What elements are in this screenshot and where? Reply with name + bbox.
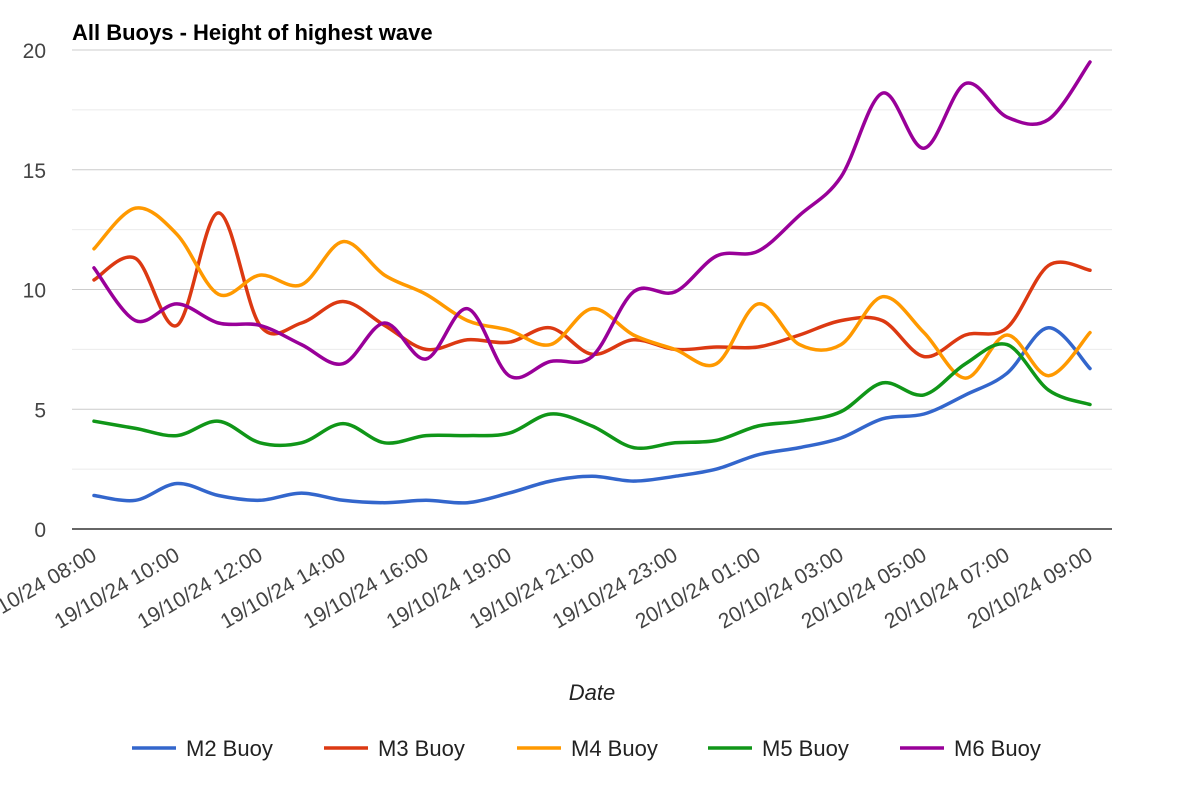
legend-label: M6 Buoy <box>954 736 1041 761</box>
x-axis-title: Date <box>569 680 615 705</box>
series-line-m2-buoy <box>92 326 1092 505</box>
series-line-m3-buoy <box>92 211 1092 359</box>
series-lines <box>92 60 1092 505</box>
y-tick-label: 15 <box>23 160 46 183</box>
legend-label: M3 Buoy <box>378 736 465 761</box>
legend-label: M5 Buoy <box>762 736 849 761</box>
series-line-m5-buoy <box>92 342 1092 450</box>
series-line-m4-buoy <box>92 206 1092 380</box>
series-line-m6-buoy <box>92 60 1092 380</box>
chart-title: All Buoys - Height of highest wave <box>72 20 433 45</box>
legend-label: M4 Buoy <box>571 736 658 761</box>
y-tick-label: 20 <box>23 40 46 63</box>
legend-item-m4-buoy: M4 Buoy <box>517 736 658 761</box>
legend-item-m2-buoy: M2 Buoy <box>132 736 273 761</box>
y-axis-ticks: 0 5 10 15 20 <box>23 40 46 542</box>
legend-item-m3-buoy: M3 Buoy <box>324 736 465 761</box>
legend: M2 Buoy M3 Buoy M4 Buoy M5 Buoy M6 Buoy <box>132 736 1041 761</box>
y-tick-label: 10 <box>23 280 46 303</box>
legend-label: M2 Buoy <box>186 736 273 761</box>
legend-item-m6-buoy: M6 Buoy <box>900 736 1041 761</box>
legend-item-m5-buoy: M5 Buoy <box>708 736 849 761</box>
y-tick-label: 5 <box>34 399 46 422</box>
gridlines <box>72 49 1112 530</box>
y-tick-label: 0 <box>34 519 46 542</box>
